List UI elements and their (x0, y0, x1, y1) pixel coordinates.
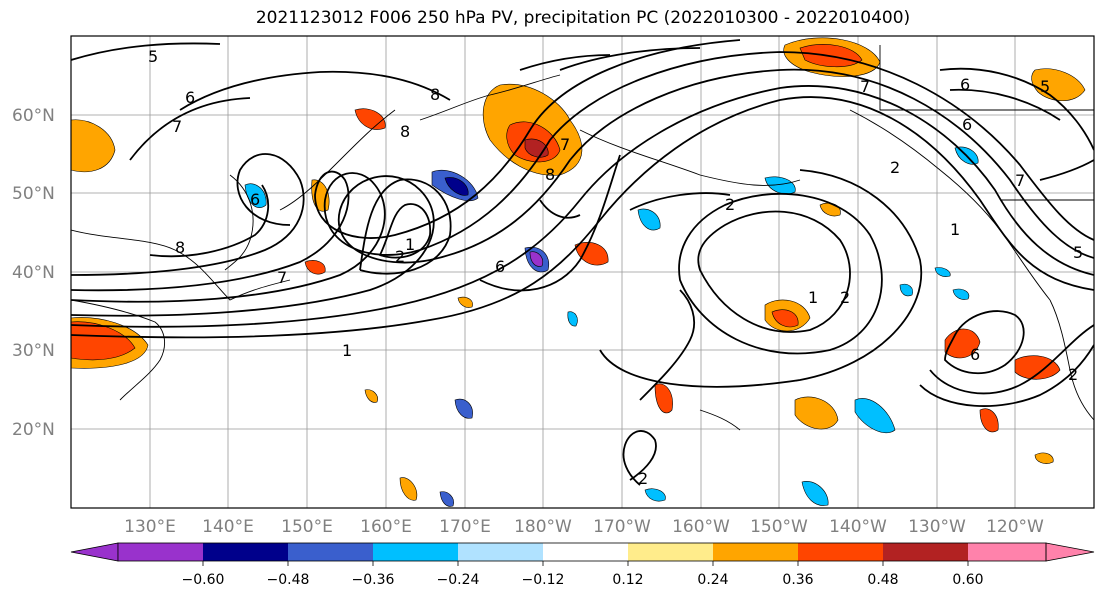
lon-label: 150°E (281, 517, 333, 537)
contour-label: 7 (560, 135, 570, 154)
colorbar-segment (883, 543, 968, 561)
contour-label: 8 (400, 122, 410, 141)
chart-title: 2021123012 F006 250 hPa PV, precipitatio… (255, 8, 911, 28)
lon-label: 140°W (829, 517, 887, 537)
lat-label: 50°N (12, 184, 55, 204)
contour-label: 6 (250, 190, 260, 209)
colorbar-tick-label: 0.12 (612, 572, 643, 588)
colorbar-segment (968, 543, 1046, 561)
colorbar-segment (288, 543, 373, 561)
contour-label: 5 (148, 47, 158, 66)
contour-label: 5 (1073, 243, 1083, 262)
contour-label: 1 (950, 220, 960, 239)
lon-label: 180°W (514, 517, 572, 537)
contour-label: 7 (860, 77, 870, 96)
lon-label: 140°E (202, 517, 254, 537)
lat-label: 40°N (12, 263, 55, 283)
contour-label: 8 (175, 238, 185, 257)
colorbar-segment (118, 543, 203, 561)
colorbar-segment (543, 543, 628, 561)
contour-label: 2 (890, 158, 900, 177)
contour-label: 8 (545, 165, 555, 184)
lon-label: 170°W (593, 517, 651, 537)
contour-label: 1 (342, 341, 352, 360)
pv-contours (71, 39, 1094, 486)
lat-label: 60°N (12, 106, 55, 126)
colorbar-extend-low (70, 542, 119, 562)
colorbar-tick-label: −0.60 (182, 572, 225, 588)
colorbar-tick-label: 0.60 (952, 572, 983, 588)
coastlines (71, 45, 1094, 431)
colorbar-extend-high (1045, 542, 1095, 562)
colorbar-segment (713, 543, 798, 561)
colorbar-tick-label: −0.36 (352, 572, 395, 588)
contour-label: 7 (1015, 171, 1025, 190)
contour-label: 7 (277, 268, 287, 287)
colorbar-tick-label: −0.48 (267, 572, 310, 588)
contour-label: 6 (960, 75, 970, 94)
lon-label: 150°W (750, 517, 808, 537)
lon-label: 160°W (672, 517, 730, 537)
lat-label: 30°N (12, 341, 55, 361)
latitude-labels: 60°N 50°N 40°N 30°N 20°N (12, 106, 55, 440)
colorbar-segment (458, 543, 543, 561)
lon-label: 130°E (124, 517, 176, 537)
contour-label: 6 (185, 88, 195, 107)
colorbar-tick-label: −0.24 (437, 572, 480, 588)
colorbar: −0.60 −0.48 −0.36 −0.24 −0.12 0.12 0.24 … (70, 542, 1095, 588)
contour-label: 2 (1068, 365, 1078, 384)
lat-label: 20°N (12, 420, 55, 440)
contour-label: 2 (638, 469, 648, 488)
colorbar-tick-label: 0.48 (867, 572, 898, 588)
contour-label: 2 (725, 195, 735, 214)
lon-label: 160°E (360, 517, 412, 537)
contour-label: 8 (430, 85, 440, 104)
lon-label: 120°W (986, 517, 1044, 537)
contour-label: 2 (395, 247, 405, 266)
contour-label: 1 (405, 235, 415, 254)
contour-label: 2 (840, 288, 850, 307)
lon-label: 170°E (439, 517, 491, 537)
colorbar-tick-label: 0.24 (697, 572, 728, 588)
contour-label: 6 (495, 257, 505, 276)
contour-label: 7 (172, 117, 182, 136)
colorbar-segment (373, 543, 458, 561)
lon-label: 130°W (908, 517, 966, 537)
contour-label: 6 (962, 115, 972, 134)
colorbar-segment (628, 543, 713, 561)
contour-label: 5 (1040, 77, 1050, 96)
precipitation-shading (71, 37, 1086, 507)
contour-label: 1 (808, 288, 818, 307)
colorbar-tick-label: 0.36 (782, 572, 813, 588)
longitude-labels: 130°E 140°E 150°E 160°E 170°E 180°W 170°… (124, 517, 1044, 537)
colorbar-segment (203, 543, 288, 561)
contour-labels: 5 6 7 8 6 8 7 8 7 7 6 5 6 1 7 2 1 6 2 1 … (148, 47, 1083, 488)
contour-label: 6 (970, 345, 980, 364)
colorbar-segment (798, 543, 883, 561)
colorbar-tick-label: −0.12 (522, 572, 565, 588)
